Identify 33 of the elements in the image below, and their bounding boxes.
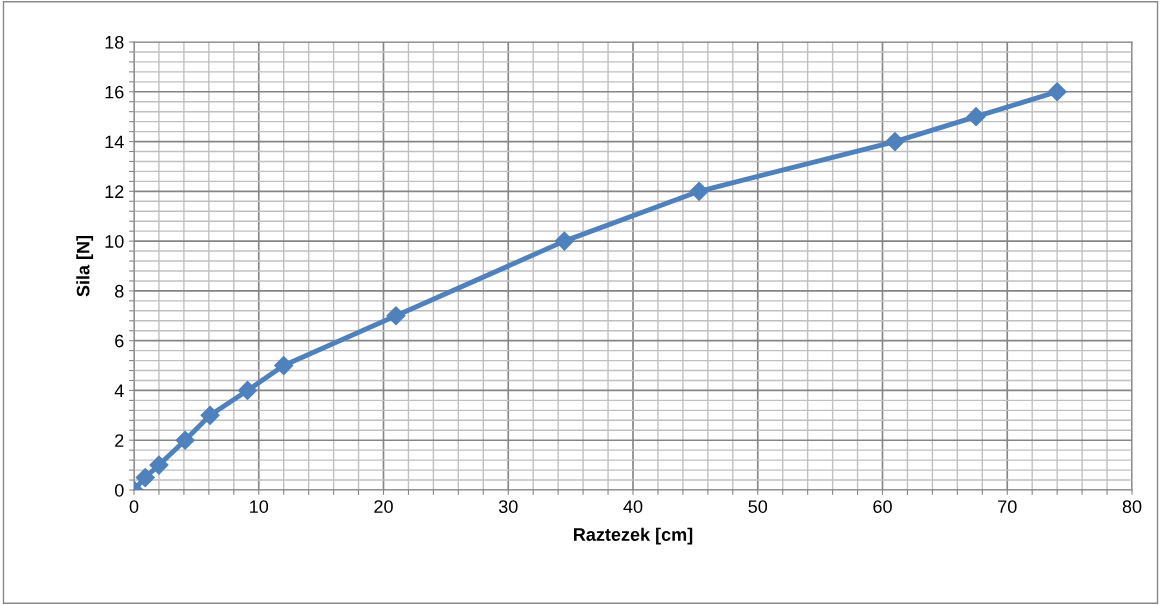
y-tick-label: 0 [114,483,124,497]
y-axis-title: Sila [N] [76,235,94,297]
x-tick-label: 80 [1122,500,1142,513]
x-tick-label: 40 [623,500,643,513]
point [966,107,986,127]
y-tick-label: 14 [105,135,124,149]
y-tick-label: 10 [105,235,124,248]
x-tick-label: 0 [129,500,139,513]
y-tick-label: 6 [115,334,124,348]
y-tick-label: 12 [105,185,124,198]
x-tick-label: 20 [374,500,393,513]
point [200,405,220,425]
y-tick-label: 16 [105,85,124,99]
point [237,380,258,400]
y-tick-label: 8 [115,284,124,298]
x-tick-label: 60 [873,500,892,513]
point [885,132,905,152]
y-tick-label: 2 [115,434,124,447]
point [554,231,574,251]
y-tick-label: 18 [105,35,124,49]
x-axis-title: Raztezek [cm] [574,527,693,545]
x-tick-label: 70 [998,500,1017,513]
x-tick-label: 30 [498,500,518,513]
x-tick-label: 50 [748,500,768,513]
point [274,356,294,376]
point [175,430,195,450]
point [689,181,709,201]
point [149,455,169,475]
point [386,306,406,326]
y-tick-label: 4 [114,384,124,397]
point [135,468,155,488]
point [1047,82,1067,102]
x-tick-label: 10 [250,500,269,513]
